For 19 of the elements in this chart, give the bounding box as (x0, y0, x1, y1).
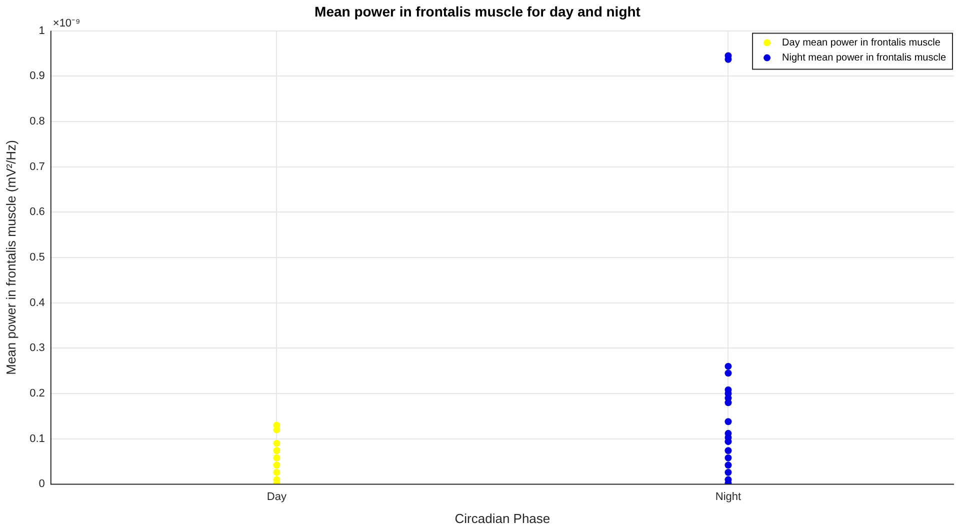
y-tick-label: 1 (38, 24, 45, 37)
chart-title: Mean power in frontalis muscle for day and night (314, 3, 641, 20)
text: ×10⁻⁹ (52, 17, 80, 30)
y-tick-label: 0.4 (30, 296, 45, 309)
y-tick-label: 0.3 (30, 342, 45, 354)
y-tick-label: 0 (38, 478, 45, 490)
x-axis-title: Circadian Phase (454, 510, 550, 526)
x-tick-label: Night (715, 490, 742, 503)
y-tick-label: 0.7 (30, 160, 45, 173)
y-tick-label: 0.1 (30, 432, 45, 445)
y-tick-label: 0.5 (30, 252, 45, 264)
x-tick-label: Day (266, 490, 287, 503)
y-tick-label: 0.2 (30, 388, 45, 400)
y-tick-label: 0.8 (30, 116, 45, 128)
y-tick-label: 0.9 (30, 70, 45, 82)
y-tick-label: 0.6 (30, 206, 45, 218)
legend-label: Night mean power in frontalis muscle (782, 52, 946, 64)
legend-label: Day mean power in frontalis muscle (782, 38, 941, 49)
y-axis-title: Mean power in frontalis muscle (mV²/Hz) (3, 140, 18, 375)
